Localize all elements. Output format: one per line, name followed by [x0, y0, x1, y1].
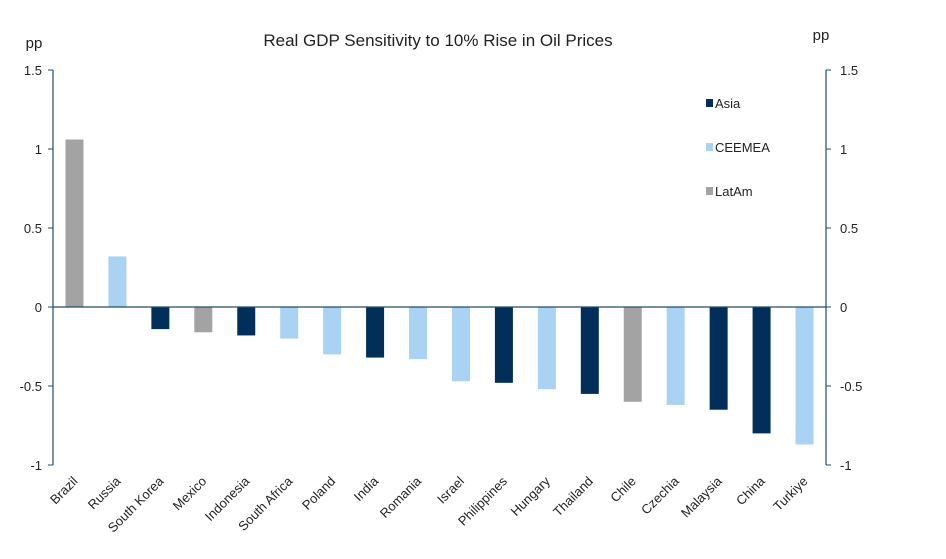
- bar-romania: [409, 307, 428, 360]
- left-tick-label: -1: [30, 458, 42, 473]
- x-tick-label: Turkiye: [770, 474, 810, 514]
- bar-philippines: [494, 307, 513, 383]
- x-tick-label: China: [733, 473, 768, 508]
- left-tick-label: 0.5: [24, 221, 42, 236]
- x-tick-label: India: [351, 473, 382, 504]
- bar-turkiye: [795, 307, 814, 445]
- left-axis-unit: pp: [26, 35, 43, 52]
- x-tick-label: Malaysia: [678, 473, 725, 520]
- legend-label: LatAm: [715, 184, 753, 199]
- right-tick-label: -0.5: [840, 379, 862, 394]
- right-tick-label: 1.5: [840, 63, 858, 78]
- bar-brazil: [65, 139, 84, 307]
- x-tick-label: Russia: [85, 473, 124, 512]
- left-tick-label: 0: [35, 300, 42, 315]
- legend-label: Asia: [715, 96, 741, 111]
- bar-china: [752, 307, 771, 434]
- right-tick-label: 1: [840, 142, 847, 157]
- right-tick-label: -1: [840, 458, 852, 473]
- chart-title: Real GDP Sensitivity to 10% Rise in Oil …: [263, 31, 612, 50]
- bar-south-korea: [151, 307, 170, 330]
- bar-indonesia: [237, 307, 256, 336]
- x-tick-label: Mexico: [170, 474, 210, 514]
- bar-thailand: [580, 307, 599, 394]
- bar-chile: [623, 307, 642, 402]
- legend-label: CEEMEA: [715, 140, 770, 155]
- left-tick-label: 1: [35, 142, 42, 157]
- x-tick-label: Chile: [607, 474, 639, 506]
- x-tick-label: Romania: [377, 473, 425, 521]
- left-tick-label: 1.5: [24, 63, 42, 78]
- bar-south-africa: [280, 307, 299, 339]
- bar-czechia: [666, 307, 685, 405]
- x-tick-label: Poland: [299, 474, 338, 513]
- bar-poland: [323, 307, 342, 355]
- left-tick-label: -0.5: [20, 379, 42, 394]
- x-tick-label: Hungary: [508, 473, 554, 519]
- legend-swatch-ceemea: [706, 143, 713, 151]
- bar-israel: [451, 307, 470, 382]
- legend-swatch-asia: [706, 99, 713, 107]
- bar-hungary: [537, 307, 556, 390]
- bar-russia: [108, 256, 127, 307]
- legend-swatch-latam: [706, 187, 713, 195]
- x-tick-label: Israel: [434, 473, 467, 506]
- x-tick-label: Brazil: [47, 473, 81, 507]
- bar-india: [366, 307, 385, 358]
- legend: Asia CEEMEA LatAm: [706, 96, 770, 199]
- bar-malaysia: [709, 307, 728, 410]
- x-tick-label: Czechia: [638, 473, 682, 517]
- right-tick-label: 0.5: [840, 221, 858, 236]
- bar-mexico: [194, 307, 213, 333]
- right-tick-label: 0: [840, 300, 847, 315]
- x-tick-label: Thailand: [550, 474, 596, 520]
- right-axis-unit: pp: [813, 27, 830, 44]
